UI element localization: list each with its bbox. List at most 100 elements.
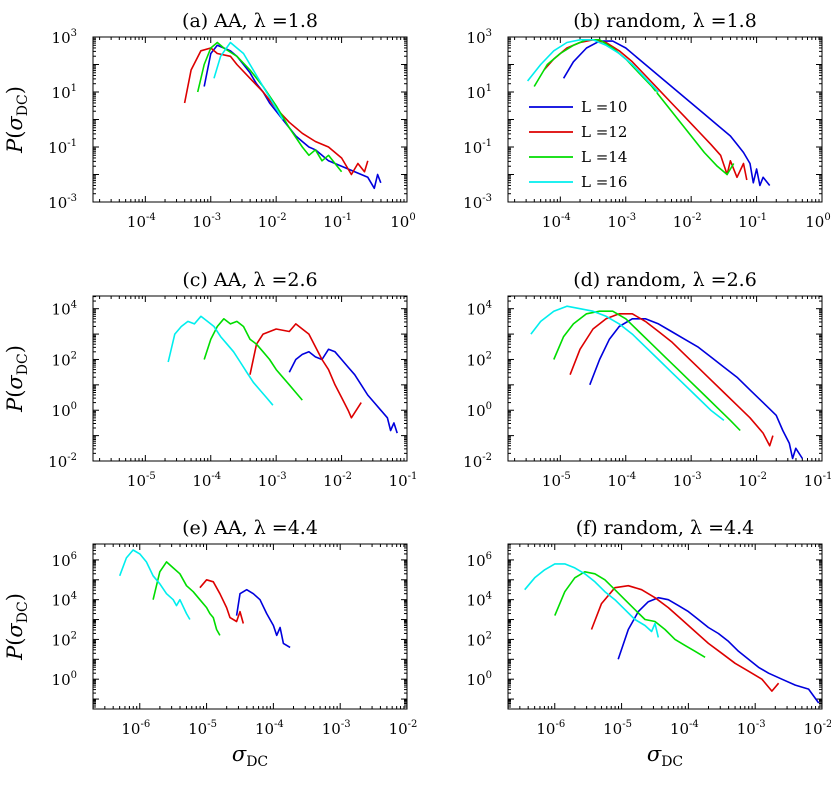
y-tick-label: 100 xyxy=(467,401,492,420)
x-tick-label: 10-6 xyxy=(121,719,150,738)
x-axis-label: σDC xyxy=(647,742,683,770)
x-tick-label: 10-3 xyxy=(322,719,351,738)
series-line-c-L14 xyxy=(203,317,303,401)
x-tick-label: 10-5 xyxy=(188,719,217,738)
y-tick-label: 100 xyxy=(52,401,77,420)
y-tick-label: 102 xyxy=(52,630,77,649)
panel-c: (c) AA, λ =2.6 10-5 10-4 10-3 10-2 10-1 10-2 10… xyxy=(3,269,417,490)
y-tick-label: 104 xyxy=(52,591,77,610)
y-tick-label: 103 xyxy=(52,28,77,47)
series-line-e-L12 xyxy=(199,578,245,624)
axes-box-e xyxy=(92,543,408,710)
x-tick-label: 10-4 xyxy=(192,471,221,490)
x-tick-label: 10-1 xyxy=(323,212,352,231)
x-tick-label: 10-3 xyxy=(737,719,766,738)
series-line-b-L16 xyxy=(526,38,660,93)
y-tick-label: 101 xyxy=(467,83,492,102)
x-tick-label: 10-1 xyxy=(804,471,831,490)
series-group-c xyxy=(167,315,398,434)
series-line-d-L14 xyxy=(553,310,741,432)
legend-label: L =16 xyxy=(581,173,627,191)
x-tick-label: 100 xyxy=(390,212,415,231)
x-tick-label: 10-2 xyxy=(323,471,352,490)
axes-box-d xyxy=(507,295,823,462)
series-line-a-L10 xyxy=(203,44,382,190)
series-line-f-L16 xyxy=(524,563,660,638)
panel-title-f: (f) random, λ =4.4 xyxy=(576,517,754,539)
x-tick-label: 10-4 xyxy=(542,212,571,231)
series-line-d-L10 xyxy=(589,317,804,460)
y-tick-label: 104 xyxy=(467,300,492,319)
y-tick-label: 106 xyxy=(467,551,492,570)
series-line-c-L10 xyxy=(288,348,398,434)
y-tick-label: 100 xyxy=(467,670,492,689)
x-tick-label: 10-1 xyxy=(738,212,767,231)
axes-box-f xyxy=(507,543,823,710)
panel-e: (e) AA, λ =4.4 10-6 10-5 10-4 10-3 10-2 100 102… xyxy=(3,517,417,770)
x-tick-label: 10-3 xyxy=(607,212,636,231)
y-tick-label: 104 xyxy=(467,591,492,610)
y-tick-label: 103 xyxy=(467,28,492,47)
y-tick-label: 102 xyxy=(52,350,77,369)
y-tick-label: 101 xyxy=(52,83,77,102)
series-group-b xyxy=(526,38,771,187)
y-tick-label: 10-2 xyxy=(463,452,492,471)
y-tick-label: 10-3 xyxy=(48,193,77,212)
x-tick-label: 10-2 xyxy=(389,719,418,738)
series-group-e xyxy=(118,549,291,649)
series-line-f-L12 xyxy=(590,584,780,692)
series-line-c-L16 xyxy=(167,315,274,406)
panel-title-d: (d) random, λ =2.6 xyxy=(573,269,757,291)
y-tick-label: 100 xyxy=(52,670,77,689)
x-tick-label: 10-4 xyxy=(670,719,699,738)
y-tick-label: 10-3 xyxy=(463,193,492,212)
panel-title-c: (c) AA, λ =2.6 xyxy=(182,269,317,291)
x-tick-label: 10-3 xyxy=(258,471,287,490)
x-tick-label: 10-4 xyxy=(255,719,284,738)
panel-title-a: (a) AA, λ =1.8 xyxy=(182,10,318,32)
series-line-a-L16 xyxy=(213,41,284,120)
series-line-a-L14 xyxy=(196,41,343,173)
y-tick-label: 102 xyxy=(467,630,492,649)
y-tick-label: 10-1 xyxy=(463,138,492,157)
y-axis-label: P(σDC) xyxy=(3,345,31,413)
series-line-e-L16 xyxy=(118,549,191,620)
legend-box xyxy=(522,91,657,197)
x-tick-label: 10-3 xyxy=(673,471,702,490)
y-tick-label: 104 xyxy=(52,300,77,319)
y-tick-label: 102 xyxy=(467,350,492,369)
x-tick-label: 10-2 xyxy=(804,719,831,738)
y-axis-label: P(σDC) xyxy=(3,593,31,661)
y-tick-label: 10-2 xyxy=(48,452,77,471)
series-line-b-L10 xyxy=(562,40,771,187)
legend-label: L =10 xyxy=(581,98,627,116)
y-tick-label: 106 xyxy=(52,551,77,570)
series-line-c-L12 xyxy=(249,323,362,419)
panel-f: (f) random, λ =4.4 10-6 10-5 10-4 10-3 10-2 10… xyxy=(467,517,831,770)
panel-a: (a) AA, λ =1.8 10-4 10-3 10-2 10-1 100 10-3 10-… xyxy=(3,10,416,231)
x-tick-label: 10-2 xyxy=(258,212,287,231)
series-group-a xyxy=(183,41,382,190)
axes-box-a xyxy=(92,36,408,203)
series-line-d-L16 xyxy=(530,305,725,422)
y-tick-label: 10-1 xyxy=(48,138,77,157)
x-tick-label: 100 xyxy=(805,212,830,231)
series-line-d-L12 xyxy=(569,312,774,447)
x-tick-label: 10-4 xyxy=(127,212,156,231)
panel-d: (d) random, λ =2.6 10-5 10-4 10-3 10-2 10-1 10… xyxy=(463,269,831,490)
series-line-e-L14 xyxy=(152,561,221,636)
series-line-e-L10 xyxy=(235,588,291,649)
y-axis-label: P(σDC) xyxy=(3,86,31,154)
x-tick-label: 10-5 xyxy=(603,719,632,738)
series-line-f-L14 xyxy=(554,570,706,658)
x-tick-label: 10-2 xyxy=(738,471,767,490)
panel-title-e: (e) AA, λ =4.4 xyxy=(182,517,318,539)
x-axis-label: σDC xyxy=(232,742,268,770)
x-tick-label: 10-6 xyxy=(536,719,565,738)
series-line-b-L14 xyxy=(533,38,735,176)
x-tick-label: 10-3 xyxy=(192,212,221,231)
x-tick-label: 10-5 xyxy=(127,471,156,490)
x-tick-label: 10-1 xyxy=(389,471,418,490)
panel-title-b: (b) random, λ =1.8 xyxy=(573,10,757,32)
